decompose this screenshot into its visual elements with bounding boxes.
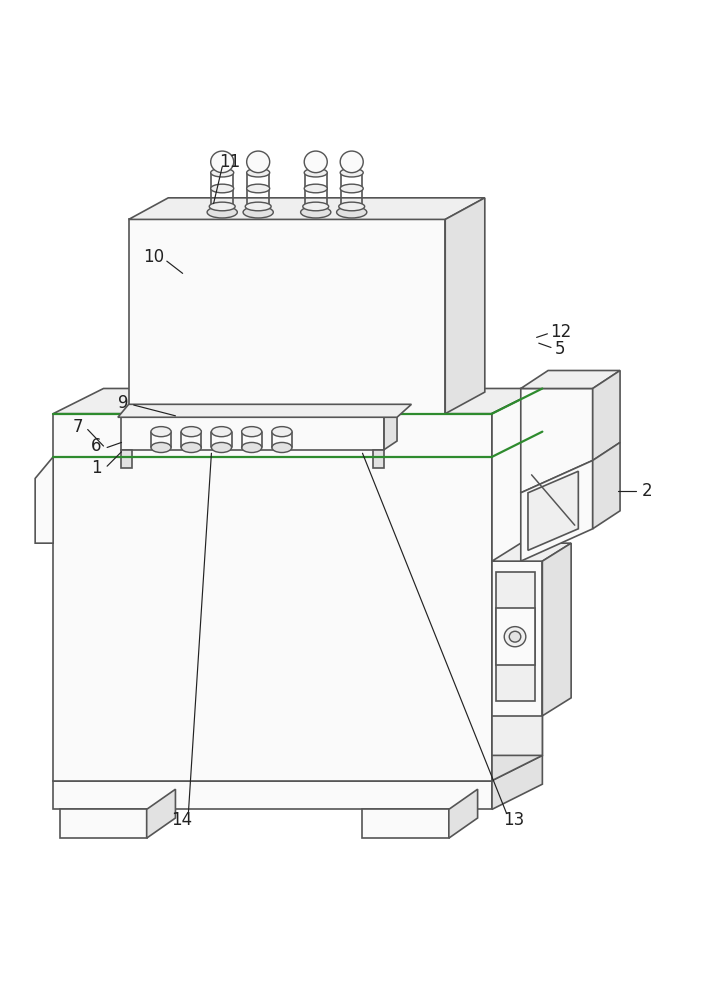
Ellipse shape [151, 427, 171, 437]
Polygon shape [521, 388, 593, 493]
Polygon shape [492, 543, 571, 561]
Ellipse shape [212, 442, 231, 453]
Ellipse shape [211, 168, 233, 177]
Polygon shape [146, 789, 175, 838]
Ellipse shape [207, 206, 237, 218]
Polygon shape [118, 404, 411, 417]
Ellipse shape [340, 184, 363, 193]
Polygon shape [593, 370, 620, 460]
Ellipse shape [272, 442, 292, 453]
Ellipse shape [211, 184, 233, 193]
Text: 13: 13 [503, 811, 524, 829]
Ellipse shape [509, 631, 521, 642]
Text: 9: 9 [118, 394, 129, 412]
Polygon shape [373, 450, 384, 468]
Polygon shape [496, 572, 535, 701]
Ellipse shape [245, 202, 271, 211]
Ellipse shape [241, 442, 262, 453]
Polygon shape [492, 755, 542, 809]
Polygon shape [521, 460, 593, 561]
Polygon shape [122, 417, 384, 450]
Polygon shape [53, 755, 542, 781]
Ellipse shape [247, 151, 270, 173]
Polygon shape [362, 809, 449, 838]
Polygon shape [492, 388, 542, 781]
Ellipse shape [181, 442, 202, 453]
Ellipse shape [241, 427, 262, 437]
Ellipse shape [272, 427, 292, 437]
Text: 11: 11 [219, 153, 240, 171]
Ellipse shape [340, 168, 363, 177]
Ellipse shape [212, 427, 231, 437]
Polygon shape [521, 370, 620, 388]
Ellipse shape [243, 206, 273, 218]
Polygon shape [496, 608, 535, 665]
Ellipse shape [304, 151, 327, 173]
Polygon shape [593, 442, 620, 529]
Polygon shape [128, 219, 445, 414]
Ellipse shape [247, 184, 270, 193]
Text: 7: 7 [73, 418, 83, 436]
Polygon shape [492, 561, 542, 716]
Polygon shape [445, 198, 485, 414]
Polygon shape [492, 388, 542, 755]
Text: 5: 5 [555, 340, 566, 358]
Text: 14: 14 [170, 811, 191, 829]
Polygon shape [122, 450, 132, 468]
Ellipse shape [304, 184, 327, 193]
Polygon shape [128, 198, 485, 219]
Ellipse shape [247, 168, 270, 177]
Ellipse shape [303, 202, 328, 211]
Polygon shape [528, 471, 579, 550]
Ellipse shape [504, 627, 526, 647]
Polygon shape [492, 388, 542, 608]
Polygon shape [384, 409, 397, 450]
Ellipse shape [304, 168, 327, 177]
Ellipse shape [336, 206, 367, 218]
Text: 6: 6 [91, 437, 102, 455]
Ellipse shape [339, 202, 365, 211]
Ellipse shape [211, 151, 233, 173]
Text: 12: 12 [550, 323, 571, 341]
Text: 1: 1 [91, 459, 102, 477]
Polygon shape [449, 789, 478, 838]
Polygon shape [35, 457, 53, 543]
Ellipse shape [181, 427, 202, 437]
Text: 10: 10 [144, 248, 165, 266]
Text: 2: 2 [642, 482, 652, 500]
Ellipse shape [301, 206, 331, 218]
Polygon shape [53, 388, 542, 414]
Polygon shape [53, 414, 492, 781]
Ellipse shape [151, 442, 171, 453]
Polygon shape [60, 809, 146, 838]
Polygon shape [53, 781, 492, 809]
Ellipse shape [210, 202, 235, 211]
Ellipse shape [340, 151, 363, 173]
Polygon shape [542, 543, 571, 716]
